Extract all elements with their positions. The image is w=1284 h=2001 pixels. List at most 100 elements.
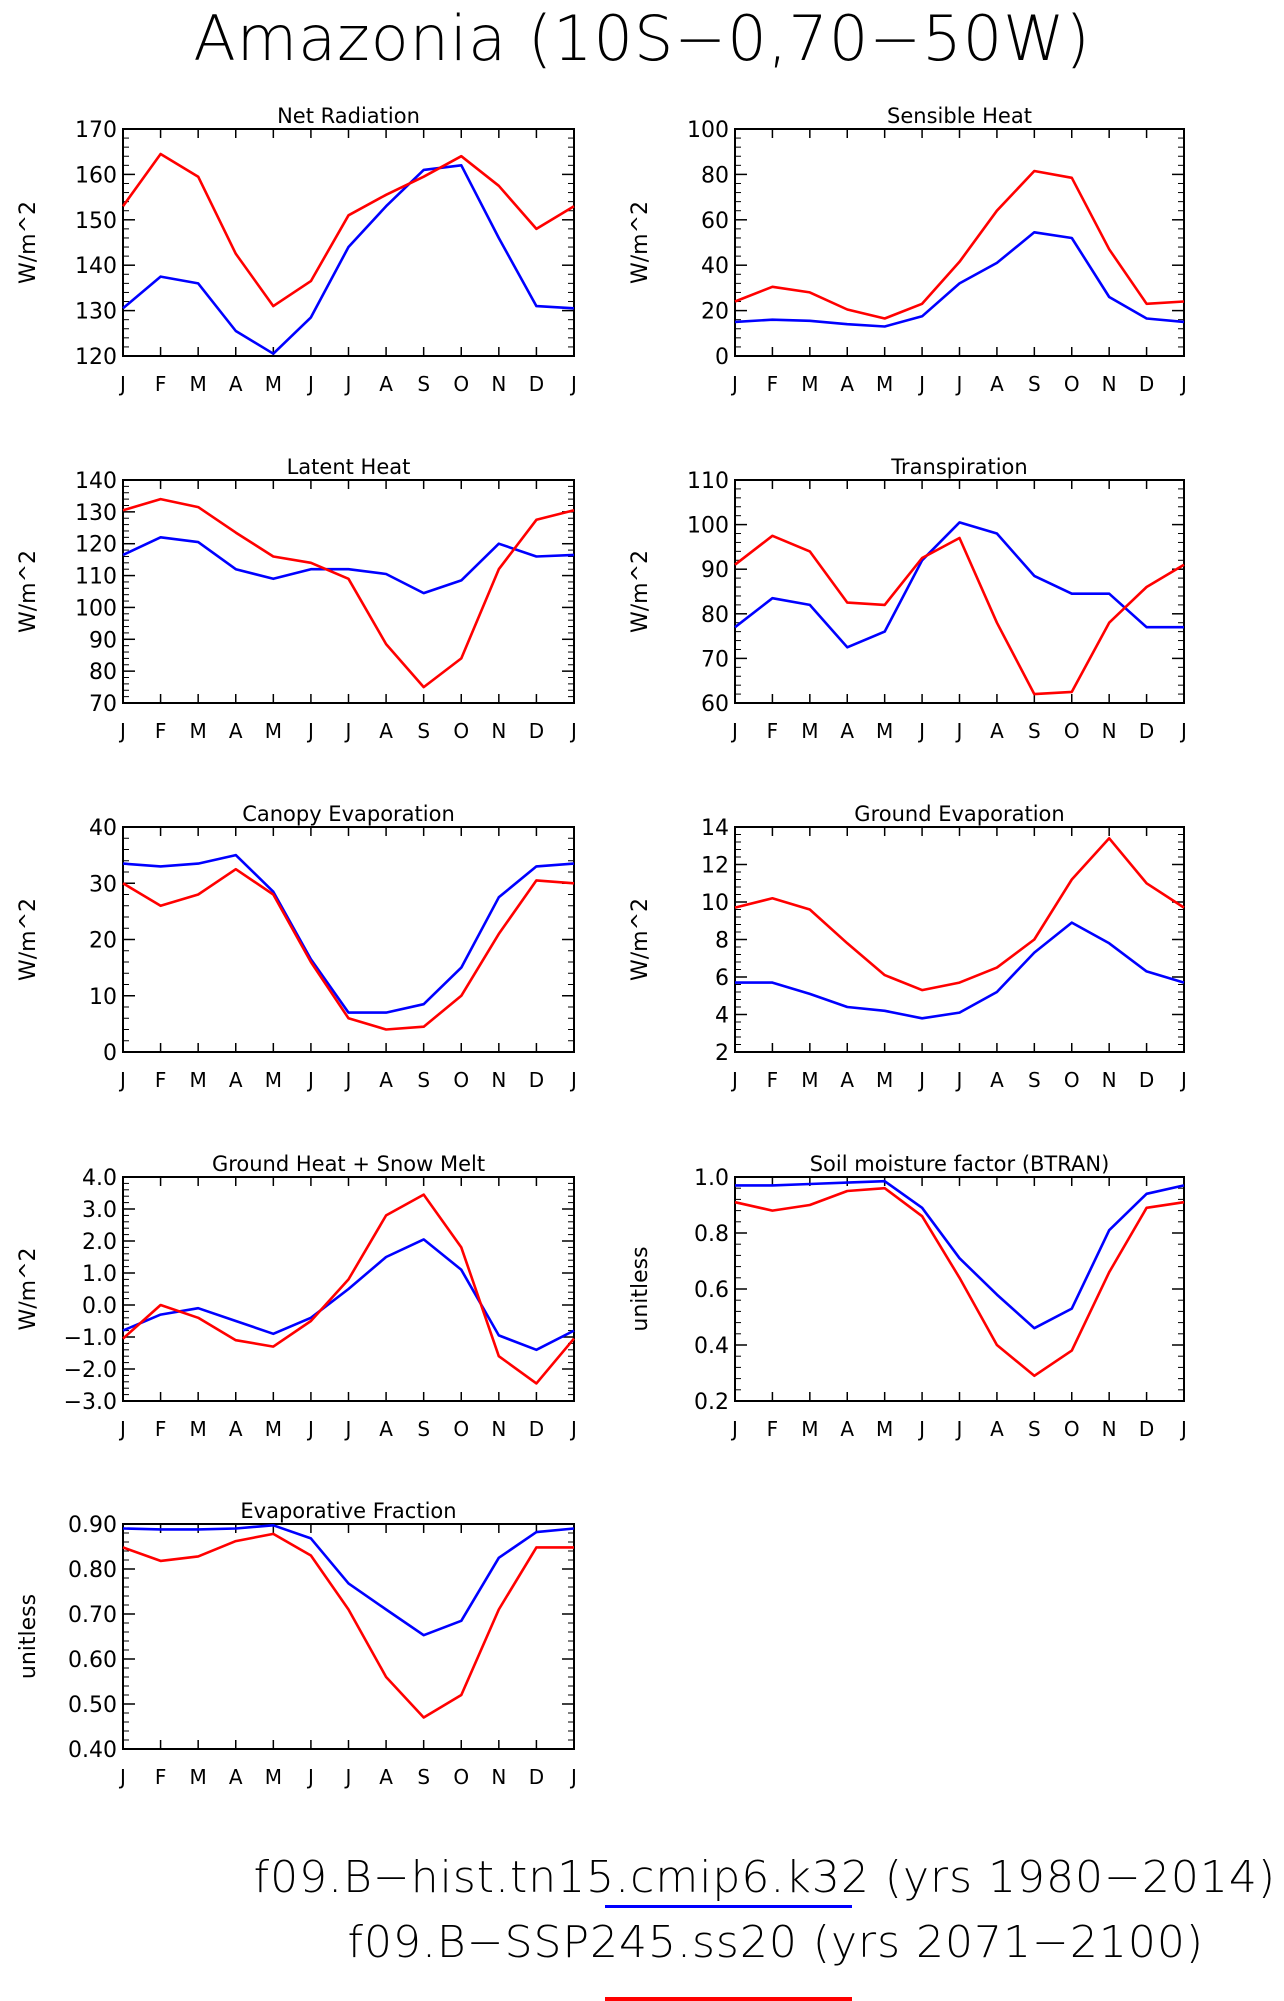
series-line-ssp245 — [122, 867, 575, 1031]
x-tick-label: S — [417, 1068, 430, 1092]
y-tick-label: −2.0 — [64, 1358, 117, 1383]
x-tick-label: O — [453, 372, 469, 396]
x-tick-label: M — [801, 1417, 818, 1441]
y-axis-label: W/m^2 — [628, 550, 653, 633]
x-tick-label: S — [417, 1765, 430, 1789]
x-tick-label: A — [840, 372, 854, 396]
chart-title: Latent Heat — [287, 455, 411, 479]
y-tick-label: 12 — [701, 854, 729, 879]
y-tick-label: 20 — [701, 300, 729, 325]
x-tick-label: M — [265, 719, 282, 743]
y-tick-label: 8 — [715, 929, 729, 954]
x-tick-label: J — [118, 719, 126, 743]
x-tick-label: S — [1028, 1068, 1041, 1092]
y-tick-label: 120 — [75, 533, 117, 558]
series-line-ssp245 — [122, 1532, 574, 1719]
plot-frame — [734, 479, 1185, 704]
y-tick-label: 0 — [103, 1041, 117, 1066]
x-tick-label: J — [118, 1765, 126, 1789]
x-tick-label: N — [491, 1417, 506, 1441]
legend-swatch-ssp245 — [605, 1997, 852, 2001]
y-tick-label: 100 — [687, 118, 729, 143]
plot-frame — [734, 826, 1185, 1053]
x-tick-label: N — [1102, 372, 1117, 396]
x-tick-label: S — [417, 719, 430, 743]
x-tick-label: J — [306, 372, 314, 396]
x-tick-label: J — [569, 719, 577, 743]
page-title: Amazonia (10S−0,70−50W) — [193, 2, 1091, 75]
x-tick-label: M — [801, 719, 818, 743]
x-tick-label: O — [453, 1765, 469, 1789]
y-axis-label: W/m^2 — [16, 1247, 41, 1330]
chart-title: Canopy Evaporation — [242, 802, 455, 826]
y-tick-label: 0.6 — [694, 1278, 729, 1303]
x-tick-label: M — [801, 1068, 818, 1092]
x-tick-label: J — [344, 372, 352, 396]
y-tick-label: 3.0 — [82, 1198, 117, 1223]
y-tick-label: 1.0 — [694, 1166, 729, 1191]
y-tick-label: 150 — [75, 209, 117, 234]
x-tick-label: D — [529, 372, 544, 396]
series-line-ssp245 — [734, 534, 1185, 696]
y-tick-label: 4 — [715, 1004, 729, 1029]
y-tick-label: 90 — [701, 558, 729, 583]
series-line-ssp245 — [734, 169, 1185, 320]
x-tick-label: F — [155, 1765, 167, 1789]
y-tick-label: −3.0 — [64, 1390, 117, 1415]
x-tick-label: J — [955, 1068, 963, 1092]
x-tick-label: A — [840, 1417, 854, 1441]
x-tick-label: S — [417, 372, 430, 396]
x-tick-label: A — [229, 719, 243, 743]
y-tick-label: 60 — [701, 692, 729, 717]
y-tick-label: 0.50 — [68, 1693, 117, 1718]
x-tick-label: N — [491, 372, 506, 396]
series-line-hist — [122, 1524, 575, 1637]
y-tick-label: 14 — [701, 816, 729, 841]
series-line-hist — [122, 853, 575, 1014]
x-tick-label: A — [990, 719, 1004, 743]
series-line-hist — [735, 1179, 1185, 1330]
x-tick-label: F — [155, 1417, 167, 1441]
y-tick-label: 0.70 — [68, 1603, 117, 1628]
y-tick-label: 80 — [701, 603, 729, 628]
y-tick-label: 2.0 — [82, 1230, 117, 1255]
y-tick-label: 10 — [701, 891, 729, 916]
y-tick-label: 0.60 — [68, 1648, 117, 1673]
x-tick-label: M — [190, 1068, 207, 1092]
x-tick-label: N — [1102, 1068, 1117, 1092]
y-tick-label: 100 — [687, 514, 729, 539]
y-tick-label: 1.0 — [82, 1262, 117, 1287]
series-line-ssp245 — [734, 1186, 1185, 1378]
x-tick-label: S — [1028, 1417, 1041, 1441]
x-tick-label: S — [1028, 719, 1041, 743]
x-tick-label: A — [229, 1765, 243, 1789]
x-tick-label: J — [730, 1417, 738, 1441]
x-tick-label: A — [379, 1417, 393, 1441]
y-tick-label: 120 — [75, 345, 117, 370]
x-tick-label: N — [491, 1765, 506, 1789]
y-tick-label: 70 — [89, 692, 117, 717]
series-line-ssp245 — [734, 836, 1185, 992]
x-tick-label: A — [379, 372, 393, 396]
series-line-ssp245 — [122, 497, 575, 689]
y-tick-label: 0.40 — [68, 1738, 117, 1763]
chart-title: Net Radiation — [277, 104, 420, 128]
x-tick-label: N — [1102, 719, 1117, 743]
x-tick-label: O — [453, 719, 469, 743]
y-tick-label: 20 — [89, 929, 117, 954]
x-tick-label: J — [306, 719, 314, 743]
x-tick-label: J — [955, 372, 963, 396]
x-tick-label: J — [730, 719, 738, 743]
x-tick-label: M — [265, 1068, 282, 1092]
x-tick-label: A — [229, 372, 243, 396]
x-tick-label: A — [990, 372, 1004, 396]
y-tick-label: 70 — [701, 647, 729, 672]
series-line-hist — [735, 921, 1185, 1020]
x-tick-label: A — [229, 1068, 243, 1092]
